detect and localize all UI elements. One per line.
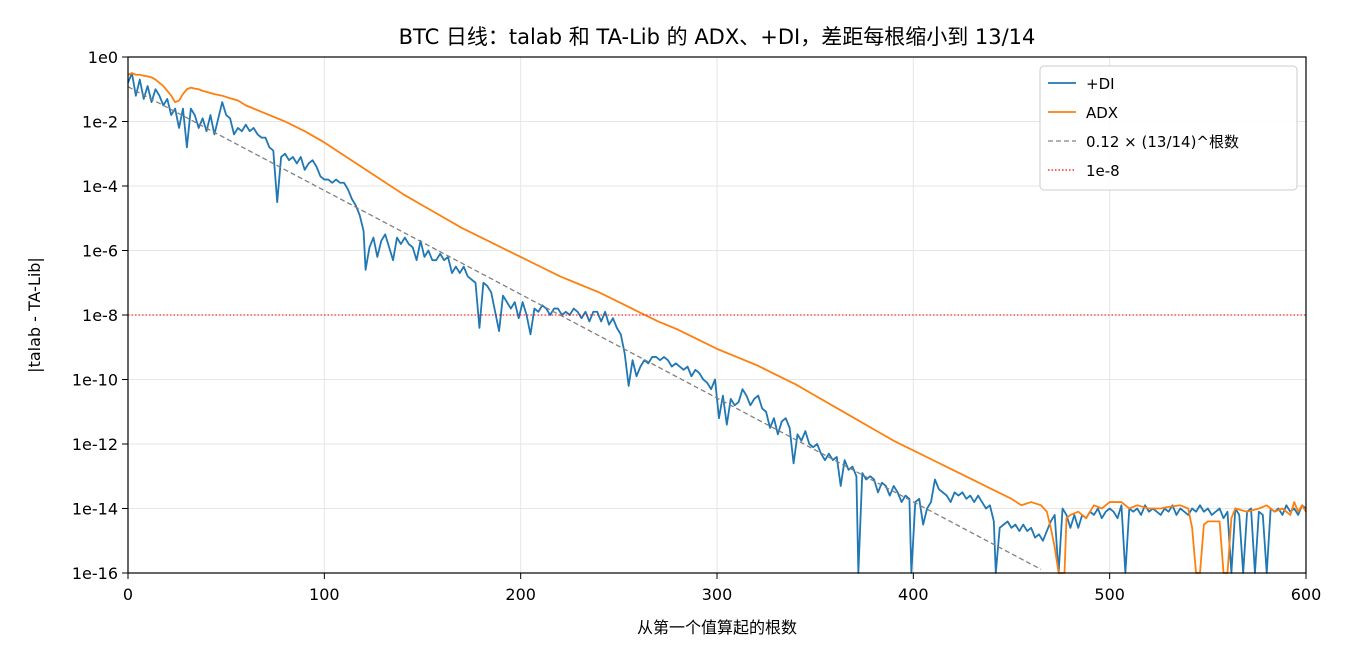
series-line-2	[127, 86, 1042, 570]
legend-label: 0.12 × (13/14)^根数	[1086, 133, 1239, 151]
x-tick-label: 200	[505, 585, 536, 604]
y-tick-label: 1e-4	[82, 177, 118, 196]
legend: +DI ADX 0.12 × (13/14)^根数 1e-8	[1039, 65, 1298, 191]
x-tick-label: 500	[1094, 585, 1125, 604]
x-tick-label: 600	[1291, 585, 1322, 604]
y-axis-label: |talab - TA-Lib|	[25, 257, 44, 373]
y-tick-label: 1e0	[88, 48, 118, 67]
series-line-0	[127, 72, 1307, 574]
y-tick-label: 1e-14	[72, 500, 118, 519]
x-tick-label: 400	[898, 585, 929, 604]
x-axis-label: 从第一个值算起的根数	[637, 618, 797, 637]
legend-box	[1039, 65, 1298, 191]
x-tick-label: 0	[123, 585, 133, 604]
chart-title: BTC 日线：talab 和 TA-Lib 的 ADX、+DI，差距每根缩小到 …	[399, 25, 1036, 49]
x-tick-label: 100	[309, 585, 340, 604]
y-tick-label: 1e-6	[82, 242, 118, 261]
legend-label: ADX	[1086, 104, 1118, 122]
y-tick-label: 1e-8	[82, 306, 118, 325]
y-tick-label: 1e-10	[72, 371, 118, 390]
y-tick-label: 1e-12	[72, 435, 118, 454]
y-tick-label: 1e-2	[82, 113, 118, 132]
legend-label: 1e-8	[1086, 162, 1120, 180]
x-tick-label: 300	[702, 585, 733, 604]
legend-label: +DI	[1086, 75, 1115, 93]
axis-ticks: 0 100 200 300 400 500 600 1e0 1e-2 1e-4 1e-6 1e-8 1e…	[72, 48, 1321, 604]
y-tick-label: 1e-16	[72, 564, 118, 583]
